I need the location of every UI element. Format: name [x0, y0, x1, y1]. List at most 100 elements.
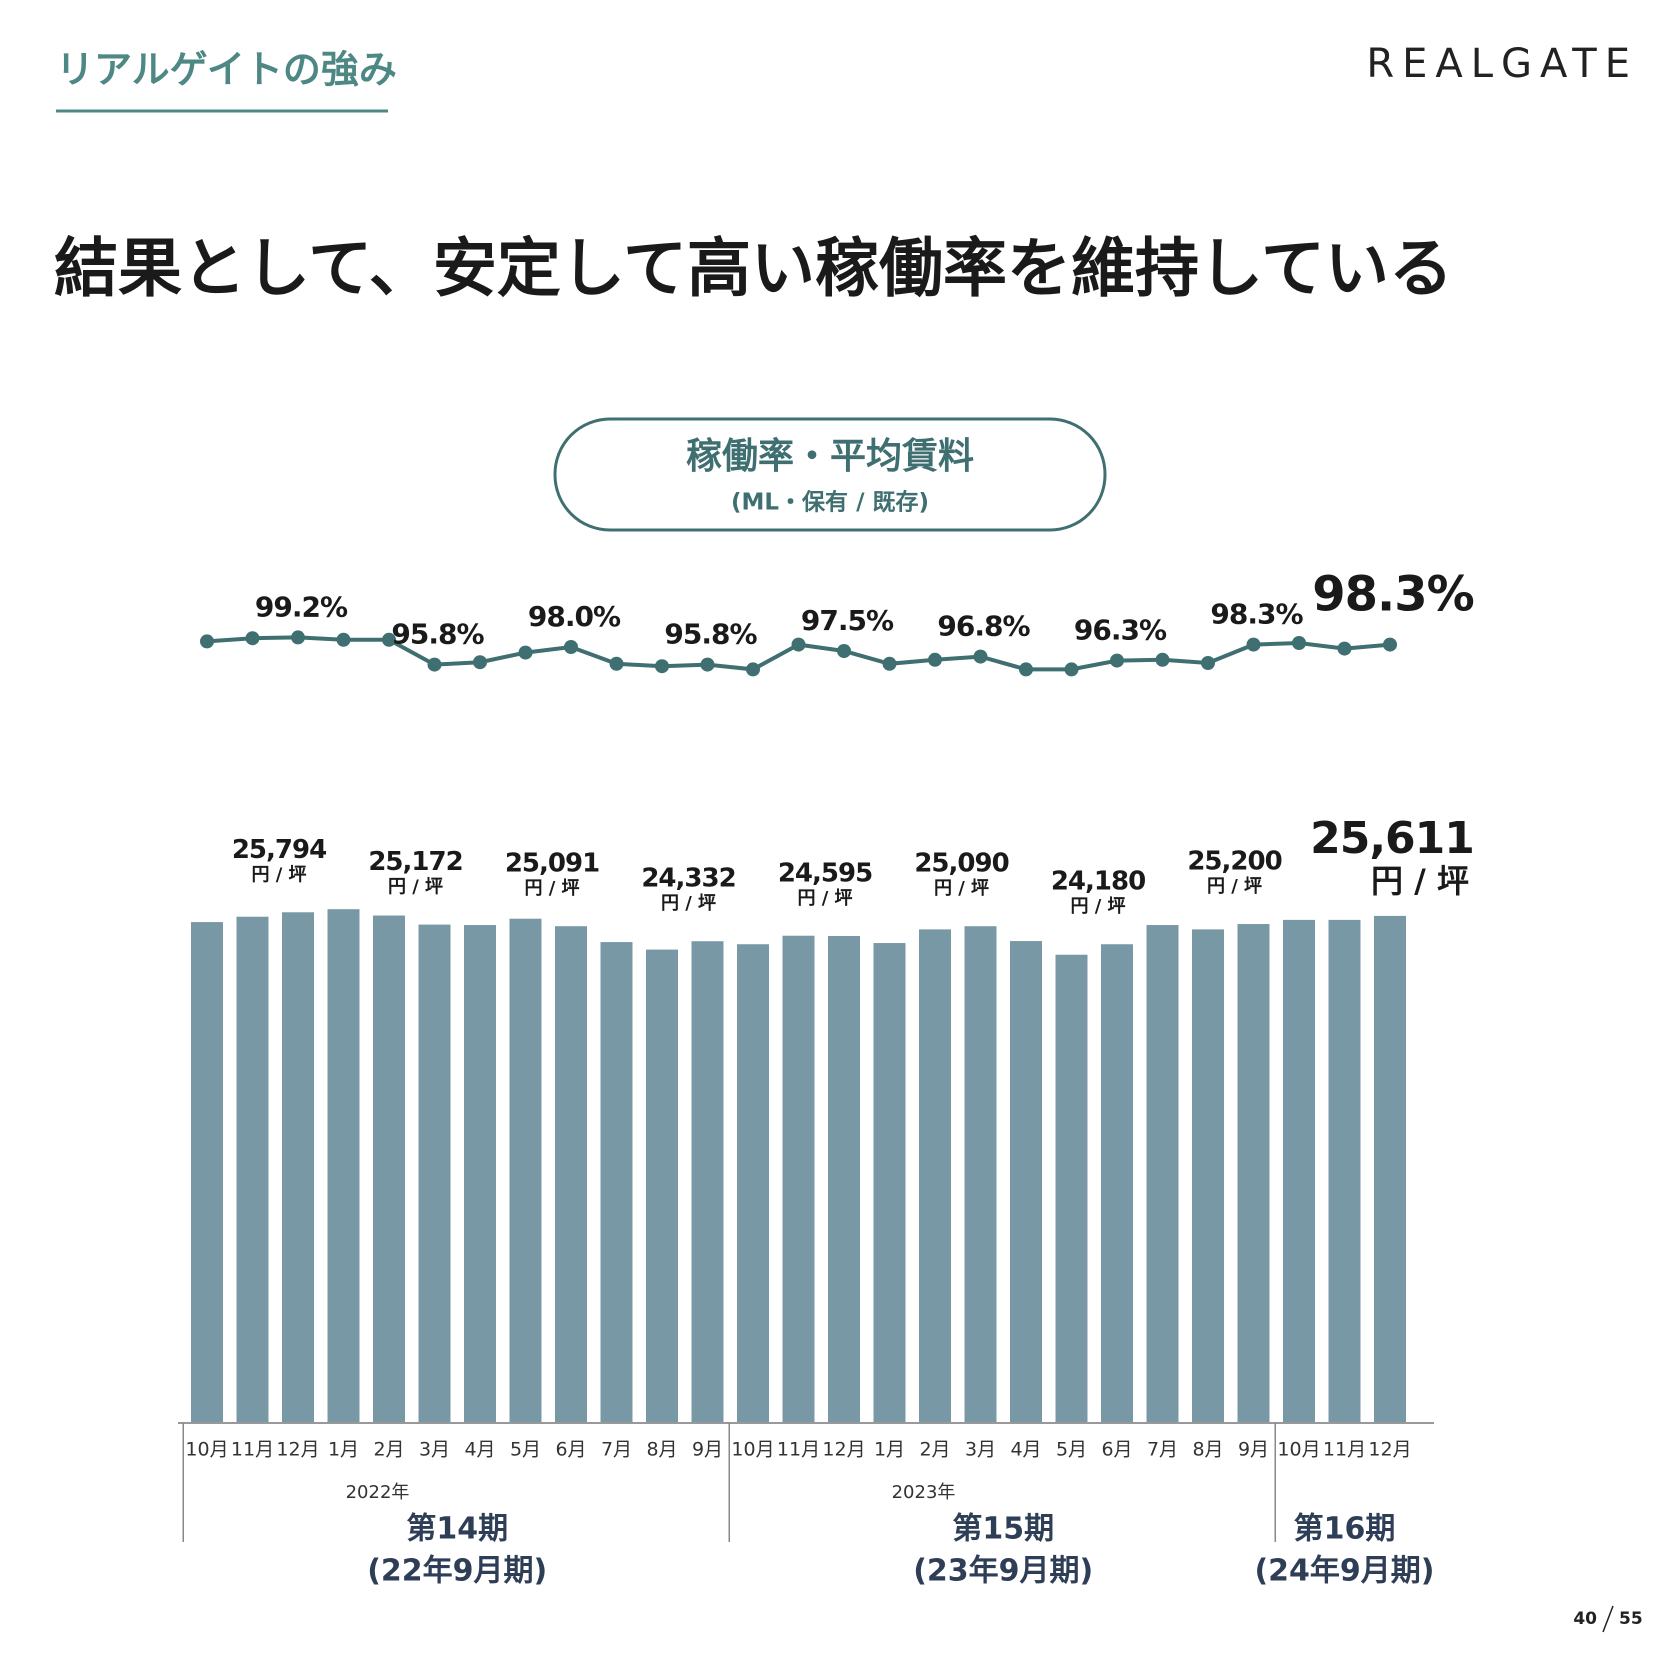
x-tick-label: 5月	[1056, 1439, 1087, 1461]
bar	[1010, 941, 1042, 1423]
bar	[1328, 919, 1361, 1423]
x-tick-label: 11月	[777, 1439, 820, 1461]
x-tick-label: 8月	[646, 1439, 677, 1461]
line-value-label: 97.5%	[801, 604, 894, 637]
occupancy-point	[1019, 662, 1033, 677]
slide-title: 結果として、安定して高い稼働率を維持している	[54, 233, 1453, 307]
bar-value-label: 24,332	[641, 864, 735, 894]
bar	[418, 924, 451, 1423]
bar	[737, 944, 769, 1423]
line-value-label: 95.8%	[391, 618, 484, 651]
year-label: 2022年	[346, 1482, 410, 1503]
occupancy-point	[245, 631, 260, 646]
x-tick-label: 4月	[1010, 1439, 1041, 1461]
bar	[1374, 915, 1406, 1423]
occupancy-point	[1155, 652, 1170, 667]
bar-value-label: 24,595	[778, 859, 872, 889]
line-value-label: 98.3%	[1210, 598, 1303, 631]
bar-unit-label: 円 / 坪	[1371, 862, 1469, 900]
bar-unit-label: 円 / 坪	[797, 888, 852, 909]
line-value-label: 95.8%	[664, 618, 757, 651]
x-tick-label: 6月	[1101, 1439, 1132, 1461]
occupancy-point	[1292, 636, 1306, 650]
occupancy-point	[1337, 641, 1352, 656]
bar-value-label: 25,172	[368, 847, 462, 877]
chart-title-box	[553, 417, 1107, 532]
bar	[282, 912, 314, 1423]
section-title: リアルゲイトの強み	[56, 48, 397, 92]
bar-value-label: 25,794	[232, 835, 326, 865]
occupancy-point	[291, 630, 305, 645]
occupancy-point	[473, 655, 487, 670]
bar	[191, 922, 223, 1423]
bar	[236, 916, 269, 1423]
x-tick-label: 11月	[231, 1439, 274, 1461]
period-sub-label: (22年9月期)	[367, 1554, 547, 1589]
x-tick-label: 7月	[601, 1439, 632, 1461]
bar	[873, 943, 906, 1423]
bar	[964, 926, 997, 1423]
bar-value-label: 25,090	[914, 849, 1008, 879]
x-tick-label: 10月	[731, 1439, 774, 1461]
occupancy-point	[518, 645, 533, 660]
year-label: 2023年	[892, 1482, 956, 1503]
x-tick-label: 12月	[822, 1439, 865, 1461]
bar-value-label: 24,180	[1051, 867, 1145, 897]
logo: REALGATE	[1366, 41, 1638, 87]
x-tick-label: 10月	[1277, 1439, 1320, 1461]
bar	[555, 926, 587, 1423]
x-tick-label: 9月	[692, 1439, 723, 1461]
x-tick-label: 6月	[555, 1439, 586, 1461]
bar-unit-label: 円 / 坪	[934, 878, 989, 899]
bar	[509, 918, 542, 1423]
bar-unit-label: 円 / 坪	[1070, 896, 1125, 917]
line-value-label: 98.0%	[528, 600, 621, 633]
bar	[782, 935, 815, 1423]
occupancy-point	[655, 659, 669, 674]
period-label: 第14期	[406, 1512, 508, 1547]
period-sub-label: (23年9月期)	[913, 1554, 1093, 1589]
occupancy-point	[700, 657, 715, 672]
line-value-label: 99.2%	[255, 590, 348, 623]
x-tick-label: 1月	[874, 1439, 905, 1461]
bar	[1192, 929, 1224, 1423]
x-tick-label: 3月	[419, 1439, 450, 1461]
bar	[600, 942, 633, 1423]
occupancy-point	[928, 652, 942, 667]
occupancy-point	[1064, 662, 1079, 677]
x-tick-label: 9月	[1238, 1439, 1269, 1461]
bar-value-label: 25,091	[505, 849, 599, 879]
bar	[373, 915, 405, 1423]
x-tick-label: 3月	[965, 1439, 996, 1461]
bar	[327, 909, 360, 1423]
occupancy-point	[791, 637, 806, 652]
bar	[464, 925, 496, 1423]
bar	[646, 949, 678, 1423]
bar-value-label: 25,611	[1310, 813, 1474, 864]
bar	[1237, 924, 1270, 1423]
x-tick-label: 2月	[919, 1439, 950, 1461]
x-tick-label: 10月	[185, 1439, 228, 1461]
occupancy-point	[564, 640, 578, 654]
occupancy-point	[746, 662, 760, 677]
bar	[1101, 944, 1133, 1423]
bar-unit-label: 円 / 坪	[661, 893, 716, 914]
bar	[1283, 919, 1315, 1423]
x-tick-label: 12月	[1368, 1439, 1411, 1461]
chart-title: 稼働率・平均賃料	[686, 436, 974, 477]
bar	[1055, 954, 1088, 1423]
page-number: 40	[1573, 1609, 1597, 1629]
x-tick-label: 7月	[1147, 1439, 1178, 1461]
bar	[828, 936, 860, 1423]
occupancy-point	[382, 632, 396, 647]
bar-unit-label: 円 / 坪	[251, 864, 306, 885]
x-tick-label: 5月	[510, 1439, 541, 1461]
bar	[1146, 925, 1179, 1423]
occupancy-point	[1383, 637, 1397, 652]
occupancy-point	[1246, 637, 1261, 652]
x-tick-label: 2月	[373, 1439, 404, 1461]
bar-value-label: 25,200	[1187, 847, 1281, 877]
x-tick-label: 12月	[276, 1439, 319, 1461]
